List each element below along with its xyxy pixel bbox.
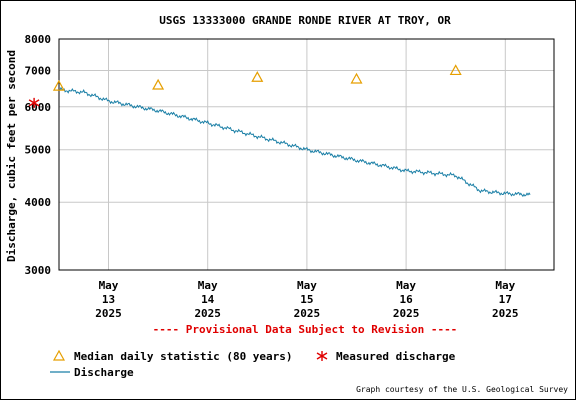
legend-measured-star-icon — [316, 351, 328, 361]
y-axis-ticks: 3000 4000 5000 6000 7000 8000 — [25, 33, 52, 277]
median-point — [152, 78, 165, 90]
legend: Median daily statistic (80 years) Measur… — [50, 349, 456, 379]
provisional-note: ---- Provisional Data Subject to Revisio… — [153, 323, 458, 336]
median-point — [449, 64, 462, 76]
y-tick-label: 5000 — [25, 144, 52, 157]
plot-area-border — [58, 38, 555, 271]
x-tick-year: 2025 — [294, 307, 321, 320]
x-tick-year: 2025 — [492, 307, 519, 320]
chart-title: USGS 13333000 GRANDE RONDE RIVER AT TROY… — [159, 14, 451, 27]
grid-lines — [59, 39, 554, 270]
median-point — [251, 71, 264, 82]
legend-measured-label: Measured discharge — [336, 350, 456, 363]
y-tick-label: 3000 — [25, 264, 52, 277]
legend-median-label: Median daily statistic (80 years) — [74, 350, 293, 363]
x-tick-year: 2025 — [194, 307, 221, 320]
x-tick-day: 16 — [399, 293, 413, 306]
credit-text: Graph courtesy of the U.S. Geological Su… — [356, 385, 568, 394]
x-tick-year: 2025 — [393, 307, 420, 320]
x-tick-year: 2025 — [95, 307, 122, 320]
x-tick-day: 17 — [499, 293, 512, 306]
y-tick-label: 8000 — [25, 33, 52, 46]
median-point — [350, 72, 363, 84]
x-tick-month: May — [396, 279, 416, 292]
x-tick-day: 14 — [201, 293, 215, 306]
discharge-series-line — [58, 86, 531, 198]
y-tick-label: 7000 — [25, 64, 52, 77]
x-tick-day: 15 — [300, 293, 313, 306]
legend-discharge-label: Discharge — [74, 366, 134, 379]
x-axis-ticks: May132025May142025May152025May162025May1… — [95, 279, 518, 320]
x-tick-month: May — [495, 279, 515, 292]
y-tick-label: 4000 — [25, 196, 52, 209]
x-tick-day: 13 — [102, 293, 115, 306]
x-tick-month: May — [99, 279, 119, 292]
y-axis-label: Discharge, cubic feet per second — [5, 50, 18, 262]
x-tick-month: May — [198, 279, 218, 292]
y-tick-label: 6000 — [25, 101, 52, 114]
x-tick-month: May — [297, 279, 317, 292]
median-point — [52, 79, 65, 91]
legend-median-triangle-icon — [52, 349, 66, 361]
series-layer — [28, 64, 531, 198]
measured-point — [28, 97, 40, 108]
